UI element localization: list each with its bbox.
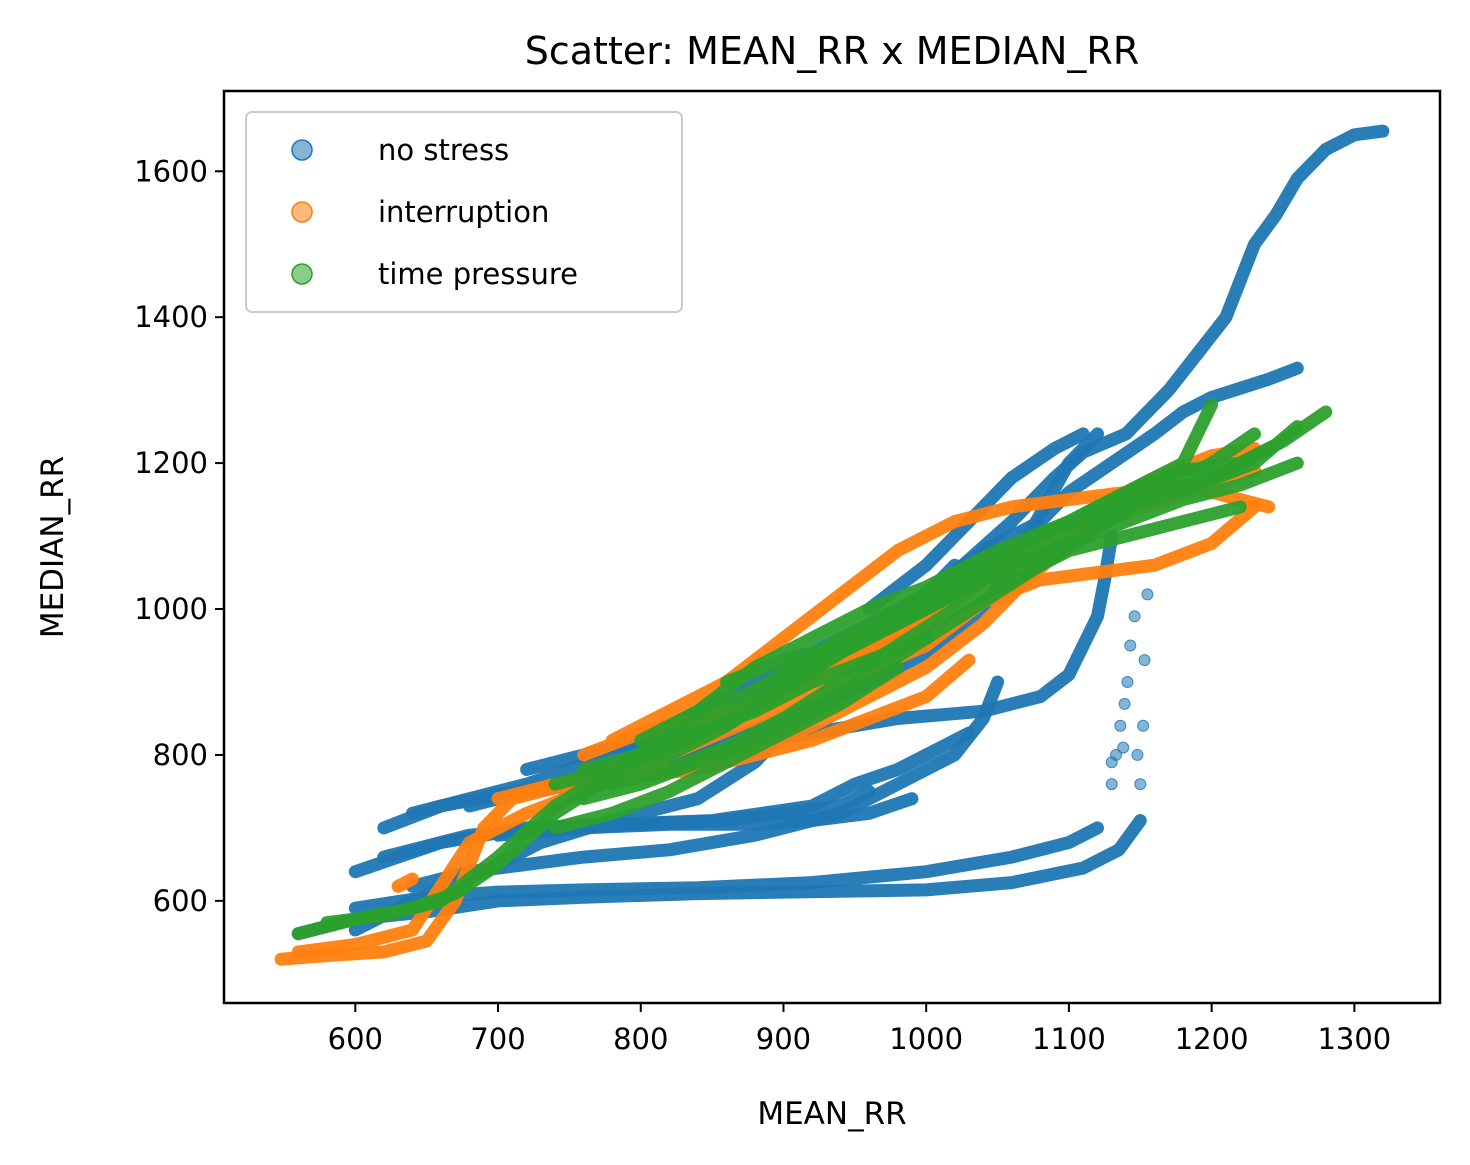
legend-marker bbox=[291, 201, 313, 223]
x-tick-label: 1100 bbox=[1032, 1022, 1106, 1056]
y-axis-label: MEDIAN_RR bbox=[35, 456, 71, 638]
scatter-point-trail bbox=[405, 675, 1005, 893]
x-tick-label: 600 bbox=[328, 1022, 383, 1056]
y-tick-label: 1600 bbox=[134, 154, 208, 188]
scatter-point bbox=[1141, 588, 1154, 601]
chart-title: Scatter: MEAN_RR x MEDIAN_RR bbox=[525, 29, 1139, 73]
legend-frame bbox=[245, 111, 683, 313]
x-axis: 600 700 800 900 1000 1100 1200 1300 bbox=[328, 1003, 1391, 1056]
x-axis-label: MEAN_RR bbox=[757, 1096, 906, 1132]
scatter-point bbox=[1137, 719, 1150, 732]
scatter-point-trail bbox=[605, 500, 1247, 791]
x-tick-label: 700 bbox=[470, 1022, 525, 1056]
y-tick-label: 800 bbox=[153, 738, 208, 772]
scatter-point bbox=[1128, 610, 1141, 623]
y-tick-label: 1400 bbox=[134, 300, 208, 334]
scatter-point-trail bbox=[719, 456, 1304, 689]
scatter-point-trail bbox=[548, 660, 905, 835]
scatter-point bbox=[1121, 675, 1134, 688]
legend-label: time pressure bbox=[378, 257, 578, 291]
scatter-point bbox=[1131, 748, 1144, 761]
scatter-point bbox=[1124, 639, 1137, 652]
legend-label: no stress bbox=[378, 133, 509, 167]
x-tick-label: 1300 bbox=[1317, 1022, 1391, 1056]
scatter-point-trail bbox=[862, 427, 1090, 616]
legend-label: interruption bbox=[378, 195, 549, 229]
scatter-point-trail bbox=[348, 726, 790, 937]
x-tick-label: 1000 bbox=[889, 1022, 963, 1056]
scatter-point bbox=[1105, 756, 1118, 769]
scatter-point-trail bbox=[948, 124, 1390, 579]
scatter-point bbox=[1114, 719, 1127, 732]
legend: no stress interruption time pressure bbox=[245, 111, 683, 313]
scatter-point-trail bbox=[391, 872, 419, 893]
legend-marker bbox=[291, 139, 313, 161]
data-marks bbox=[274, 124, 1390, 966]
y-axis: 600 800 1000 1200 1400 1600 bbox=[134, 154, 224, 918]
y-tick-label: 600 bbox=[153, 884, 208, 918]
scatter-point bbox=[1134, 778, 1147, 791]
scatter-point bbox=[1117, 741, 1130, 754]
y-tick-label: 1200 bbox=[134, 446, 208, 480]
x-tick-label: 900 bbox=[756, 1022, 811, 1056]
legend-marker bbox=[291, 263, 313, 285]
series-time-pressure bbox=[291, 398, 1333, 941]
scatter-point bbox=[1138, 654, 1151, 667]
plot-frame bbox=[222, 89, 1442, 1005]
scatter-point-trail bbox=[577, 631, 933, 776]
scatter-point bbox=[1105, 778, 1118, 791]
x-tick-label: 800 bbox=[613, 1022, 668, 1056]
y-tick-label: 1000 bbox=[134, 592, 208, 626]
scatter-point bbox=[1118, 697, 1131, 710]
x-tick-label: 1200 bbox=[1175, 1022, 1249, 1056]
